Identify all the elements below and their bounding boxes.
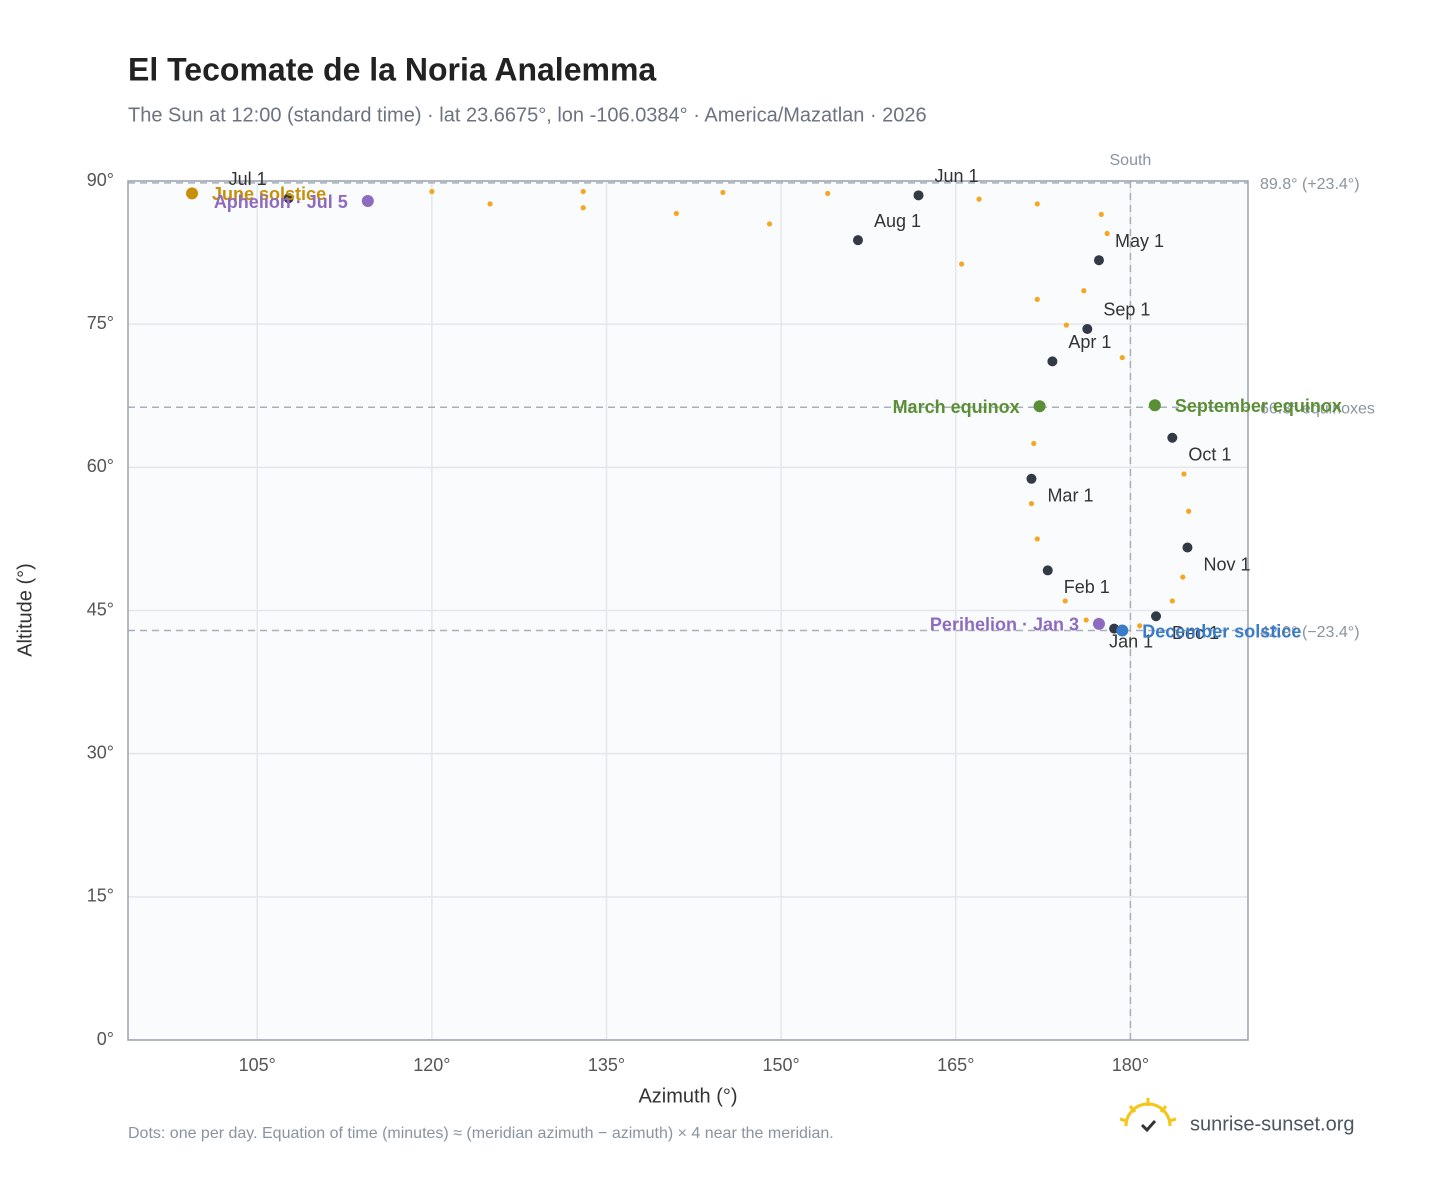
daily-dot — [1063, 322, 1069, 328]
daily-dot — [825, 190, 831, 197]
y-tick-label: 75° — [87, 313, 114, 333]
month-marker — [1026, 473, 1037, 484]
month-label: Jan 1 — [1109, 631, 1153, 651]
daily-dot — [429, 188, 435, 195]
x-tick-label: 165° — [937, 1055, 974, 1075]
event-marker — [186, 187, 199, 200]
marks — [186, 187, 1193, 637]
reference-lines — [128, 181, 1248, 1040]
month-marker — [913, 190, 924, 201]
month-marker — [1093, 255, 1104, 266]
event-marker — [1092, 617, 1105, 630]
event-marker — [1148, 399, 1161, 412]
y-tick-label: 15° — [87, 886, 114, 906]
month-label: Dec 1 — [1172, 623, 1219, 643]
event-label: Perihelion · Jan 3 — [930, 615, 1079, 635]
chart-subtitle: The Sun at 12:00 (standard time) · lat 2… — [128, 104, 927, 126]
x-tick-label: 120° — [413, 1055, 450, 1075]
daily-dot — [1181, 471, 1187, 477]
daily-dot — [1186, 508, 1192, 514]
event-label: June solstice — [212, 184, 326, 204]
event-marker — [1116, 624, 1129, 637]
daily-dot — [1137, 623, 1143, 629]
reference-label: 89.8° (+23.4°) — [1260, 176, 1360, 193]
month-label: May 1 — [1115, 231, 1164, 251]
daily-dot — [958, 261, 965, 267]
daily-dot — [1028, 501, 1035, 507]
month-label: Jun 1 — [935, 166, 979, 186]
daily-dot — [1062, 598, 1068, 604]
month-marker — [283, 193, 294, 204]
daily-dot — [1098, 211, 1104, 218]
daily-dot — [1034, 536, 1040, 542]
daily-dot — [580, 205, 586, 211]
event-marker — [1033, 400, 1046, 413]
x-axis-label: Azimuth (°) — [638, 1085, 737, 1107]
month-label: Sep 1 — [1103, 300, 1150, 320]
month-marker — [1167, 432, 1178, 443]
month-label: Oct 1 — [1188, 444, 1231, 464]
daily-dot — [1104, 230, 1110, 237]
month-label: Jul 1 — [229, 169, 267, 189]
month-label: Mar 1 — [1047, 486, 1093, 506]
daily-dot — [580, 188, 586, 195]
y-tick-label: 45° — [87, 599, 114, 619]
month-marker — [1182, 542, 1193, 553]
y-tick-label: 90° — [87, 170, 114, 190]
month-marker — [1082, 323, 1093, 334]
daily-dot — [1034, 201, 1040, 207]
month-label: Aug 1 — [874, 211, 921, 231]
daily-dot — [1034, 296, 1040, 302]
plot-frame — [127, 180, 1249, 1041]
daily-dot — [766, 221, 773, 227]
month-label: Nov 1 — [1203, 554, 1250, 574]
daily-dot — [1180, 574, 1186, 580]
daily-dot — [1119, 354, 1125, 361]
x-tick-label: 180° — [1112, 1055, 1149, 1075]
y-tick-label: 0° — [97, 1029, 114, 1049]
month-label: Apr 1 — [1068, 332, 1111, 352]
x-tick-label: 150° — [763, 1055, 800, 1075]
month-marker — [852, 235, 863, 246]
meridian-label: South — [1110, 152, 1152, 169]
y-tick-label: 60° — [87, 456, 114, 476]
month-label: Feb 1 — [1064, 577, 1110, 597]
footnote: Dots: one per day. Equation of time (min… — [128, 1125, 834, 1142]
event-label: March equinox — [893, 397, 1020, 417]
daily-dot — [1083, 617, 1089, 623]
daily-dot — [1081, 288, 1087, 294]
brand-logo — [1119, 1098, 1177, 1133]
reference-label: 66.3° equinoxes — [1260, 400, 1375, 417]
event-label: September equinox — [1175, 396, 1342, 416]
event-marker — [361, 195, 374, 208]
brand: sunrise-sunset.org — [1190, 1113, 1355, 1135]
event-label: December solstice — [1142, 621, 1301, 641]
daily-dot — [720, 189, 726, 196]
daily-dot — [976, 196, 982, 202]
reference-label: 42.9° (−23.4°) — [1260, 624, 1360, 641]
y-axis-label: Altitude (°) — [14, 563, 36, 657]
chart-title: El Tecomate de la Noria Analemma — [128, 51, 656, 87]
month-marker — [1047, 356, 1058, 367]
event-label: Aphelion · Jul 5 — [214, 192, 348, 212]
x-tick-label: 105° — [239, 1055, 276, 1075]
daily-dot — [673, 210, 679, 217]
month-marker — [1151, 611, 1162, 622]
daily-dot — [1031, 440, 1037, 447]
x-tick-label: 135° — [588, 1055, 625, 1075]
grid — [128, 180, 1248, 1041]
month-marker — [1042, 565, 1053, 576]
daily-dot — [1169, 598, 1175, 604]
daily-dot — [487, 201, 493, 207]
y-tick-label: 30° — [87, 742, 114, 762]
